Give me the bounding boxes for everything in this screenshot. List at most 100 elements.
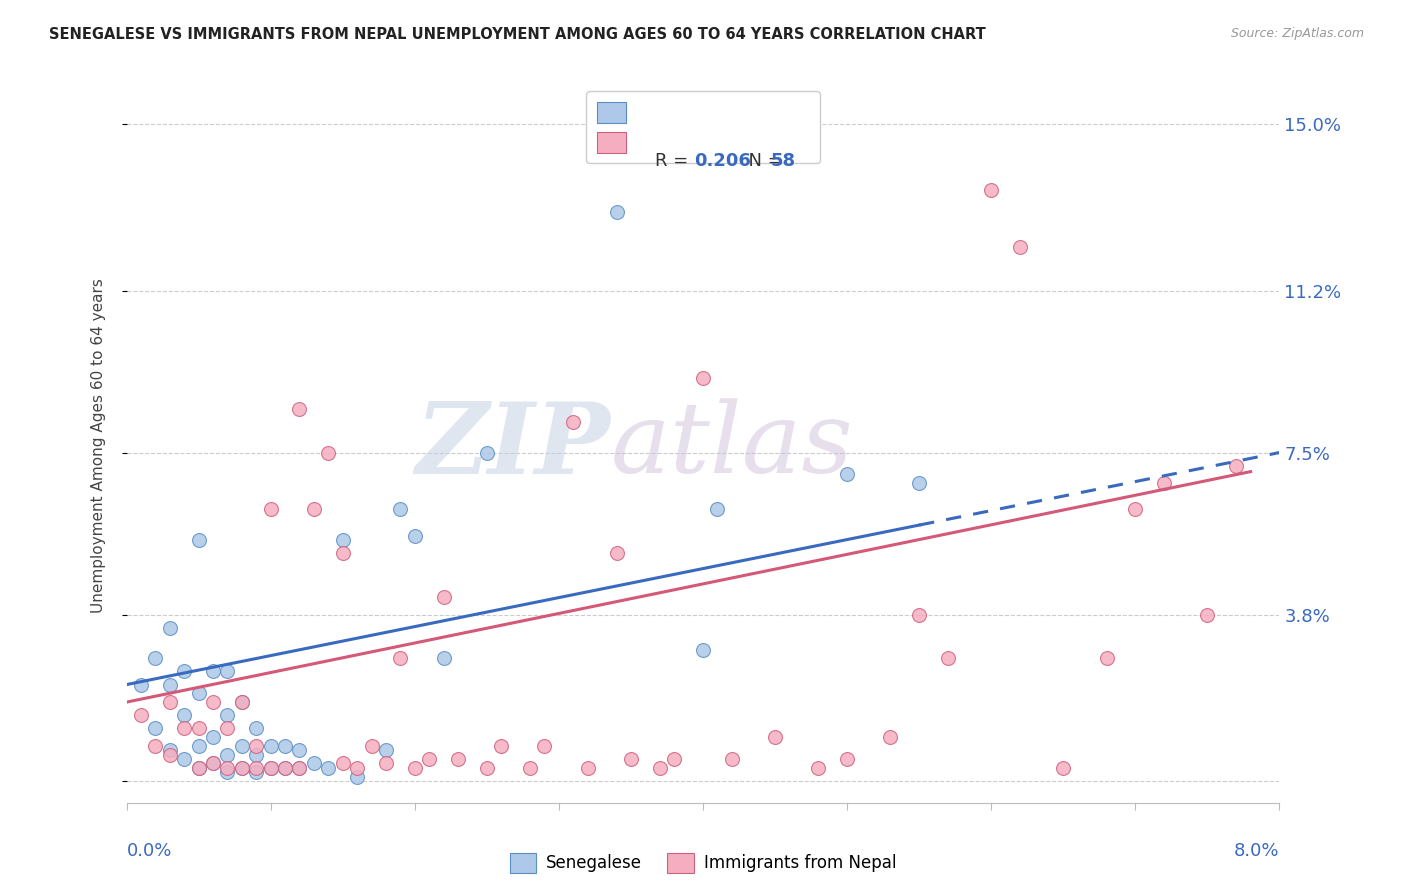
Point [187, 722, 209, 736]
Point [1010, 240, 1032, 254]
Point [159, 747, 181, 762]
Point [245, 739, 267, 753]
Point [936, 651, 959, 665]
Point [404, 529, 426, 543]
Point [145, 739, 166, 753]
Point [346, 770, 368, 784]
Point [475, 445, 498, 459]
Text: 0.206: 0.206 [695, 153, 751, 170]
Point [231, 695, 253, 709]
Point [217, 722, 239, 736]
Point [1197, 607, 1219, 622]
Point [259, 761, 281, 775]
Point [1125, 502, 1147, 516]
Point [288, 401, 311, 416]
Text: Source: ZipAtlas.com: Source: ZipAtlas.com [1230, 27, 1364, 40]
Point [433, 590, 456, 604]
Point [202, 665, 225, 679]
Point [217, 765, 239, 780]
Point [245, 765, 267, 780]
Point [159, 695, 181, 709]
Point [664, 752, 686, 766]
Point [288, 761, 311, 775]
Point [129, 677, 152, 691]
Text: 8.0%: 8.0% [1234, 842, 1279, 860]
Point [231, 695, 253, 709]
Point [692, 642, 714, 657]
Point [720, 752, 742, 766]
Point [533, 739, 555, 753]
Point [620, 752, 643, 766]
Point [187, 739, 209, 753]
Point [318, 445, 340, 459]
Point [274, 761, 297, 775]
Point [879, 730, 901, 744]
Point [187, 761, 209, 775]
Text: 58: 58 [770, 153, 796, 170]
Point [217, 747, 239, 762]
Point [274, 739, 297, 753]
Point [302, 756, 325, 771]
Point [202, 756, 225, 771]
Point [187, 761, 209, 775]
Point [980, 183, 1002, 197]
Point [202, 730, 225, 744]
Text: ZIP: ZIP [416, 398, 610, 494]
Point [346, 761, 368, 775]
Point [648, 761, 671, 775]
Point [202, 756, 225, 771]
Point [360, 739, 382, 753]
Point [288, 743, 311, 757]
Legend: Senegalese, Immigrants from Nepal: Senegalese, Immigrants from Nepal [503, 847, 903, 880]
Point [245, 747, 267, 762]
Point [245, 722, 267, 736]
Point [404, 761, 426, 775]
Y-axis label: Unemployment Among Ages 60 to 64 years: Unemployment Among Ages 60 to 64 years [91, 278, 105, 614]
Point [159, 677, 181, 691]
Point [231, 761, 253, 775]
Point [288, 761, 311, 775]
Point [145, 722, 166, 736]
Point [245, 761, 267, 775]
Text: 0.0%: 0.0% [127, 842, 172, 860]
Point [908, 607, 931, 622]
Point [692, 371, 714, 385]
Point [835, 467, 858, 482]
Point [1052, 761, 1074, 775]
Point [187, 533, 209, 548]
Point [187, 686, 209, 700]
Point [763, 730, 786, 744]
Text: R =: R = [655, 153, 695, 170]
Point [1153, 476, 1175, 491]
Point [302, 502, 325, 516]
Point [318, 761, 340, 775]
Point [519, 761, 541, 775]
Point [129, 708, 152, 723]
Point [217, 761, 239, 775]
Point [173, 752, 195, 766]
Point [217, 665, 239, 679]
Point [332, 546, 354, 560]
Point [159, 743, 181, 757]
Point [433, 651, 456, 665]
Point [173, 708, 195, 723]
Point [173, 665, 195, 679]
Point [489, 739, 512, 753]
Legend:                               ,                               : , [586, 91, 820, 163]
Point [231, 761, 253, 775]
Point [374, 756, 398, 771]
Point [159, 621, 181, 635]
Point [475, 761, 498, 775]
Point [606, 204, 628, 219]
Point [332, 756, 354, 771]
Point [259, 502, 281, 516]
Point [217, 708, 239, 723]
Point [231, 739, 253, 753]
Point [374, 743, 398, 757]
Point [389, 651, 412, 665]
Point [447, 752, 470, 766]
Text: N =: N = [737, 153, 789, 170]
Point [908, 476, 931, 491]
Point [389, 502, 412, 516]
Point [576, 761, 599, 775]
